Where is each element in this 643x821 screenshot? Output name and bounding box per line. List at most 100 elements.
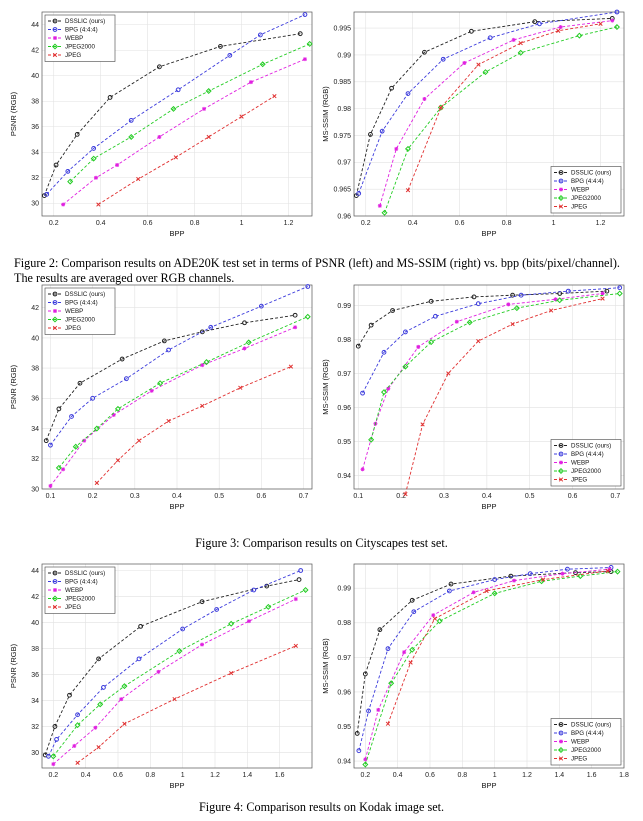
x-tick-label: 0.8 bbox=[190, 220, 200, 227]
x-tick-label: 0.8 bbox=[145, 772, 155, 779]
data-point bbox=[90, 395, 96, 401]
x-axis-label: BPP bbox=[169, 781, 184, 790]
legend-marker bbox=[558, 477, 564, 482]
data-point bbox=[560, 571, 565, 576]
y-axis-label: PSNR (RGB) bbox=[9, 364, 18, 409]
y-tick-label: 0.95 bbox=[337, 724, 351, 731]
data-point bbox=[41, 193, 47, 199]
legend-label: JPEG bbox=[571, 204, 587, 211]
data-point bbox=[82, 438, 87, 443]
legend-marker bbox=[52, 18, 58, 24]
data-point bbox=[96, 656, 101, 662]
data-point bbox=[136, 656, 142, 662]
x-tick-label: 0.6 bbox=[568, 493, 578, 500]
data-point bbox=[411, 609, 417, 615]
x-tick-label: 0.4 bbox=[96, 220, 106, 227]
legend-label: BPG (4:4:4) bbox=[571, 178, 604, 185]
legend-label: JPEG bbox=[571, 477, 587, 484]
x-axis-label: BPP bbox=[169, 502, 184, 511]
y-tick-label: 36 bbox=[31, 672, 39, 679]
data-point bbox=[53, 162, 59, 168]
data-point bbox=[368, 436, 375, 443]
data-point bbox=[156, 669, 161, 674]
data-point bbox=[97, 701, 104, 708]
legend-label: DSSLIC (ours) bbox=[65, 291, 105, 298]
data-point bbox=[405, 91, 411, 96]
x-tick-label: 0.5 bbox=[525, 493, 535, 500]
x-tick-label: 0.3 bbox=[439, 493, 449, 500]
data-point bbox=[242, 320, 247, 326]
data-point bbox=[405, 188, 411, 193]
legend-label: DSSLIC (ours) bbox=[571, 722, 611, 729]
data-point bbox=[297, 31, 303, 37]
x-tick-label: 1 bbox=[181, 772, 185, 779]
data-point bbox=[446, 588, 452, 594]
y-tick-label: 30 bbox=[31, 201, 39, 208]
data-point bbox=[385, 646, 391, 652]
data-point bbox=[487, 35, 493, 41]
data-point bbox=[65, 168, 71, 174]
data-point bbox=[293, 597, 298, 602]
x-tick-label: 1 bbox=[493, 772, 497, 779]
data-point bbox=[408, 660, 413, 665]
data-point bbox=[428, 339, 435, 346]
series-line bbox=[357, 290, 607, 347]
data-point bbox=[355, 343, 361, 349]
y-tick-label: 40 bbox=[31, 620, 39, 627]
y-tick-label: 0.98 bbox=[337, 620, 351, 627]
data-point bbox=[114, 405, 121, 412]
data-point bbox=[302, 57, 307, 62]
data-point bbox=[356, 191, 362, 196]
series-line bbox=[43, 33, 301, 196]
data-point bbox=[440, 56, 446, 62]
legend-marker bbox=[557, 746, 565, 754]
data-point bbox=[77, 380, 83, 386]
data-point bbox=[466, 319, 473, 326]
data-point bbox=[199, 329, 205, 335]
data-point bbox=[380, 389, 388, 396]
data-point bbox=[617, 285, 623, 291]
data-point bbox=[436, 618, 443, 625]
y-tick-label: 0.95 bbox=[337, 439, 351, 446]
y-tick-label: 42 bbox=[31, 305, 39, 312]
data-point bbox=[360, 467, 365, 472]
data-point bbox=[242, 346, 247, 351]
series-line bbox=[362, 293, 603, 470]
legend-marker bbox=[52, 570, 58, 576]
y-tick-label: 34 bbox=[31, 150, 39, 157]
legend-label: BPG (4:4:4) bbox=[65, 27, 98, 34]
data-point bbox=[381, 209, 388, 216]
series-webp bbox=[360, 291, 605, 472]
data-point bbox=[67, 692, 72, 698]
legend-marker bbox=[558, 204, 564, 209]
data-point bbox=[293, 643, 298, 649]
data-point bbox=[362, 671, 368, 677]
y-tick-label: 0.99 bbox=[337, 586, 351, 593]
legend-marker bbox=[558, 756, 564, 761]
legend-marker bbox=[51, 316, 59, 323]
data-point bbox=[381, 349, 387, 355]
x-tick-label: 0.4 bbox=[408, 220, 418, 227]
x-tick-label: 0.2 bbox=[48, 772, 58, 779]
y-tick-label: 44 bbox=[31, 568, 39, 575]
data-point bbox=[51, 762, 56, 767]
data-point bbox=[136, 176, 141, 182]
y-tick-label: 32 bbox=[31, 456, 39, 463]
data-point bbox=[72, 443, 79, 450]
data-point bbox=[548, 308, 554, 313]
data-point bbox=[175, 87, 181, 93]
data-point bbox=[471, 590, 476, 595]
data-point bbox=[251, 587, 257, 593]
data-point bbox=[119, 356, 125, 362]
x-tick-label: 0.1 bbox=[353, 493, 363, 500]
data-point bbox=[121, 683, 128, 690]
data-point bbox=[576, 32, 583, 39]
series-jpeg bbox=[96, 93, 277, 207]
data-point bbox=[122, 721, 127, 726]
figure3-psnr-chart: 0.1 0.2 0.3 0.4 0.5 0.6 0.7 30 32 34 36 38 40 42 BPP PS… bbox=[8, 279, 318, 515]
x-tick-label: 1 bbox=[552, 220, 556, 227]
data-point bbox=[476, 62, 481, 67]
data-point bbox=[50, 753, 57, 760]
series-line bbox=[387, 570, 608, 724]
legend-marker bbox=[558, 443, 564, 448]
